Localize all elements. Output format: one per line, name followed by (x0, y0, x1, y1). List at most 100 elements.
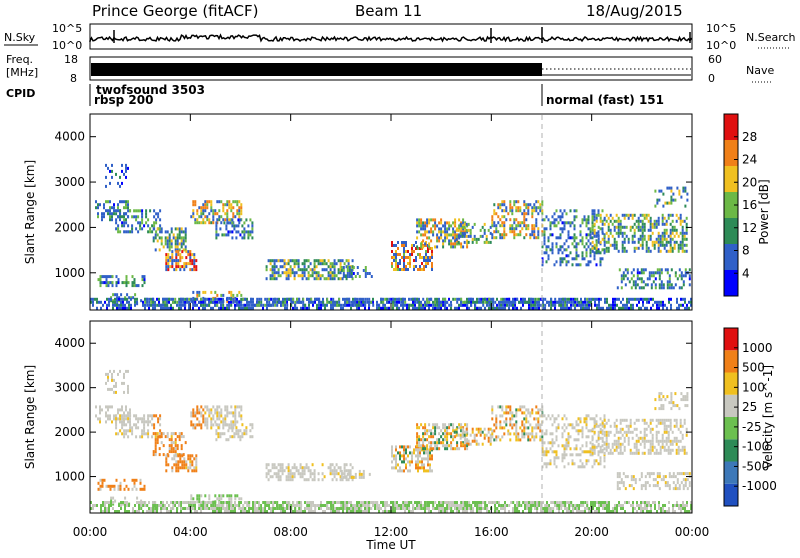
heatmap-cell (349, 266, 351, 269)
heatmap-cell (344, 466, 346, 469)
heatmap-cell (582, 426, 584, 429)
heatmap-cell (218, 497, 220, 500)
heatmap-cell (470, 301, 472, 304)
heatmap-cell (181, 460, 183, 463)
heatmap-cell (135, 417, 137, 420)
heatmap-cell (158, 301, 160, 304)
heatmap-cell (564, 447, 566, 450)
heatmap-cell (656, 226, 658, 229)
heatmap-cell (560, 301, 562, 304)
heatmap-cell (639, 286, 641, 289)
heatmap-cell (245, 429, 247, 432)
heatmap-cell (432, 233, 434, 236)
heatmap-cell (578, 304, 580, 307)
heatmap-cell (105, 405, 107, 408)
heatmap-cell (165, 262, 167, 265)
heatmap-cell (316, 298, 318, 301)
heatmap-cell (403, 448, 405, 451)
heatmap-cell (350, 463, 352, 466)
heatmap-cell (165, 239, 167, 242)
heatmap-cell (682, 232, 684, 235)
heatmap-cell (606, 443, 608, 446)
heatmap-cell (142, 304, 144, 307)
heatmap-cell (113, 206, 115, 209)
heatmap-cell (486, 238, 488, 241)
heatmap-cell (604, 244, 606, 247)
heatmap-cell (440, 441, 442, 444)
heatmap-cell (99, 420, 101, 423)
heatmap-cell (460, 434, 462, 437)
heatmap-cell (347, 272, 349, 275)
heatmap-cell (588, 260, 590, 263)
heatmap-cell (372, 304, 374, 307)
heatmap-cell (661, 286, 663, 289)
heatmap-cell (191, 262, 193, 265)
heatmap-cell (530, 307, 532, 310)
heatmap-cell (104, 504, 106, 507)
heatmap-cell (332, 262, 334, 265)
heatmap-cell (109, 209, 111, 212)
heatmap-cell (208, 200, 210, 203)
heatmap-cell (634, 232, 636, 235)
heatmap-cell (554, 456, 556, 459)
heatmap-cell (521, 432, 523, 435)
heatmap-cell (99, 203, 101, 206)
heatmap-cell (596, 214, 598, 217)
heatmap-cell (179, 466, 181, 469)
heatmap-cell (96, 307, 98, 310)
heatmap-cell (353, 476, 355, 479)
heatmap-cell (151, 230, 153, 233)
heatmap-cell (624, 419, 626, 422)
heatmap-cell (274, 268, 276, 271)
heatmap-cell (582, 301, 584, 304)
heatmap-cell (115, 173, 117, 176)
heatmap-cell (240, 206, 242, 209)
heatmap-cell (356, 301, 358, 304)
heatmap-cell (308, 304, 310, 307)
heatmap-cell (440, 435, 442, 438)
heatmap-cell (436, 426, 438, 429)
heatmap-cell (438, 298, 440, 301)
heatmap-cell (216, 200, 218, 203)
heatmap-cell (656, 241, 658, 244)
heatmap-cell (676, 422, 678, 425)
heatmap-cell (566, 263, 568, 266)
heatmap-cell (572, 236, 574, 239)
heatmap-cell (420, 218, 422, 221)
heatmap-cell (572, 453, 574, 456)
heatmap-cell (478, 301, 480, 304)
heatmap-cell (602, 209, 604, 212)
heatmap-cell (403, 262, 405, 265)
heatmap-cell (600, 220, 602, 223)
heatmap-cell (122, 301, 124, 304)
heatmap-cell (620, 437, 622, 440)
heatmap-cell (456, 447, 458, 450)
heatmap-cell (623, 481, 625, 484)
heatmap-cell (230, 494, 232, 497)
heatmap-cell (572, 304, 574, 307)
heatmap-cell (649, 274, 651, 277)
heatmap-cell (371, 275, 373, 278)
heatmap-cell (414, 298, 416, 301)
heatmap-cell (288, 271, 290, 274)
heatmap-cell (491, 224, 493, 227)
heatmap-cell (606, 250, 608, 253)
heatmap-cell (675, 271, 677, 274)
power-ytick-label: 2000 (54, 220, 85, 234)
heatmap-cell (192, 423, 194, 426)
heatmap-cell (619, 481, 621, 484)
heatmap-cell (430, 227, 432, 230)
heatmap-cell (202, 291, 204, 294)
heatmap-cell (226, 411, 228, 414)
heatmap-cell (600, 257, 602, 260)
heatmap-cell (334, 259, 336, 262)
heatmap-cell (596, 241, 598, 244)
heatmap-cell (642, 235, 644, 238)
heatmap-cell (153, 236, 155, 239)
heatmap-cell (129, 426, 131, 429)
heatmap-cell (422, 426, 424, 429)
heatmap-cell (602, 422, 604, 425)
heatmap-cell (456, 307, 458, 310)
heatmap-cell (544, 298, 546, 301)
heatmap-cell (434, 224, 436, 227)
